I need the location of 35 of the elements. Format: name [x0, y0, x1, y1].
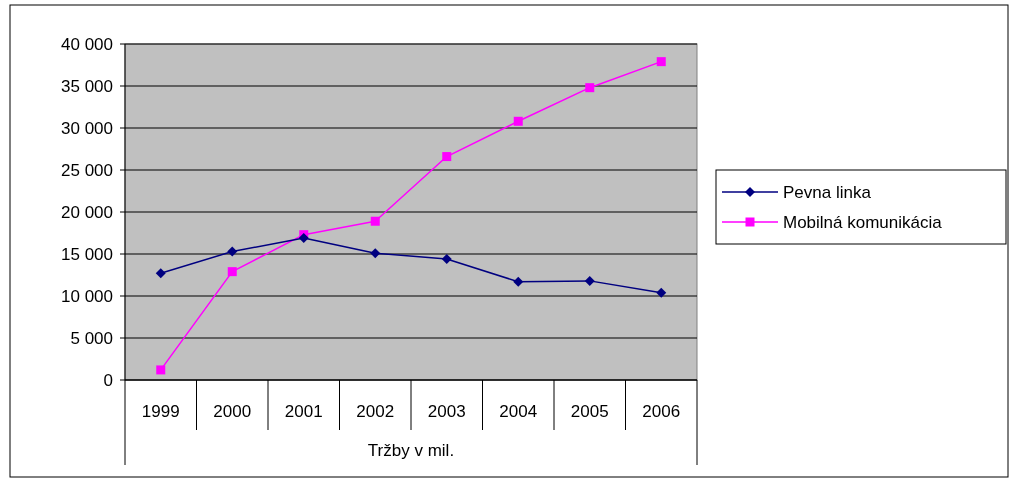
point [227, 246, 238, 257]
y-tick-label: 30 000 [61, 118, 113, 138]
point [585, 83, 595, 93]
y-tick-label: 0 [103, 370, 113, 390]
point [155, 268, 166, 279]
point [227, 267, 237, 277]
y-tick-label: 10 000 [61, 286, 113, 306]
point [442, 152, 452, 162]
y-tick-label: 20 000 [61, 202, 113, 222]
y-tick-label: 15 000 [61, 244, 113, 264]
point [370, 216, 380, 226]
point [584, 275, 595, 286]
point [513, 276, 524, 287]
x-tick-label: 2005 [570, 401, 609, 421]
x-tick-label: 2000 [213, 401, 252, 421]
x-axis-title: Tržby v mil. [367, 440, 455, 460]
legend-label: Mobilná komunikácia [783, 212, 943, 232]
y-tick-label: 25 000 [61, 160, 113, 180]
y-tick-label: 5 000 [70, 328, 113, 348]
legend-label: Pevna linka [783, 182, 872, 202]
x-tick-label: 2002 [356, 401, 395, 421]
point [370, 248, 381, 259]
point [656, 57, 666, 67]
x-tick-label: 1999 [141, 401, 180, 421]
x-tick-label: 2004 [499, 401, 538, 421]
x-tick-label: 2003 [427, 401, 466, 421]
point [298, 233, 309, 244]
y-tick-label: 35 000 [61, 76, 113, 96]
point [156, 365, 166, 375]
x-tick-label: 2001 [284, 401, 323, 421]
point [513, 116, 523, 126]
y-tick-label: 40 000 [61, 34, 113, 54]
x-tick-label: 2006 [642, 401, 681, 421]
point [441, 254, 452, 265]
point [656, 287, 667, 298]
